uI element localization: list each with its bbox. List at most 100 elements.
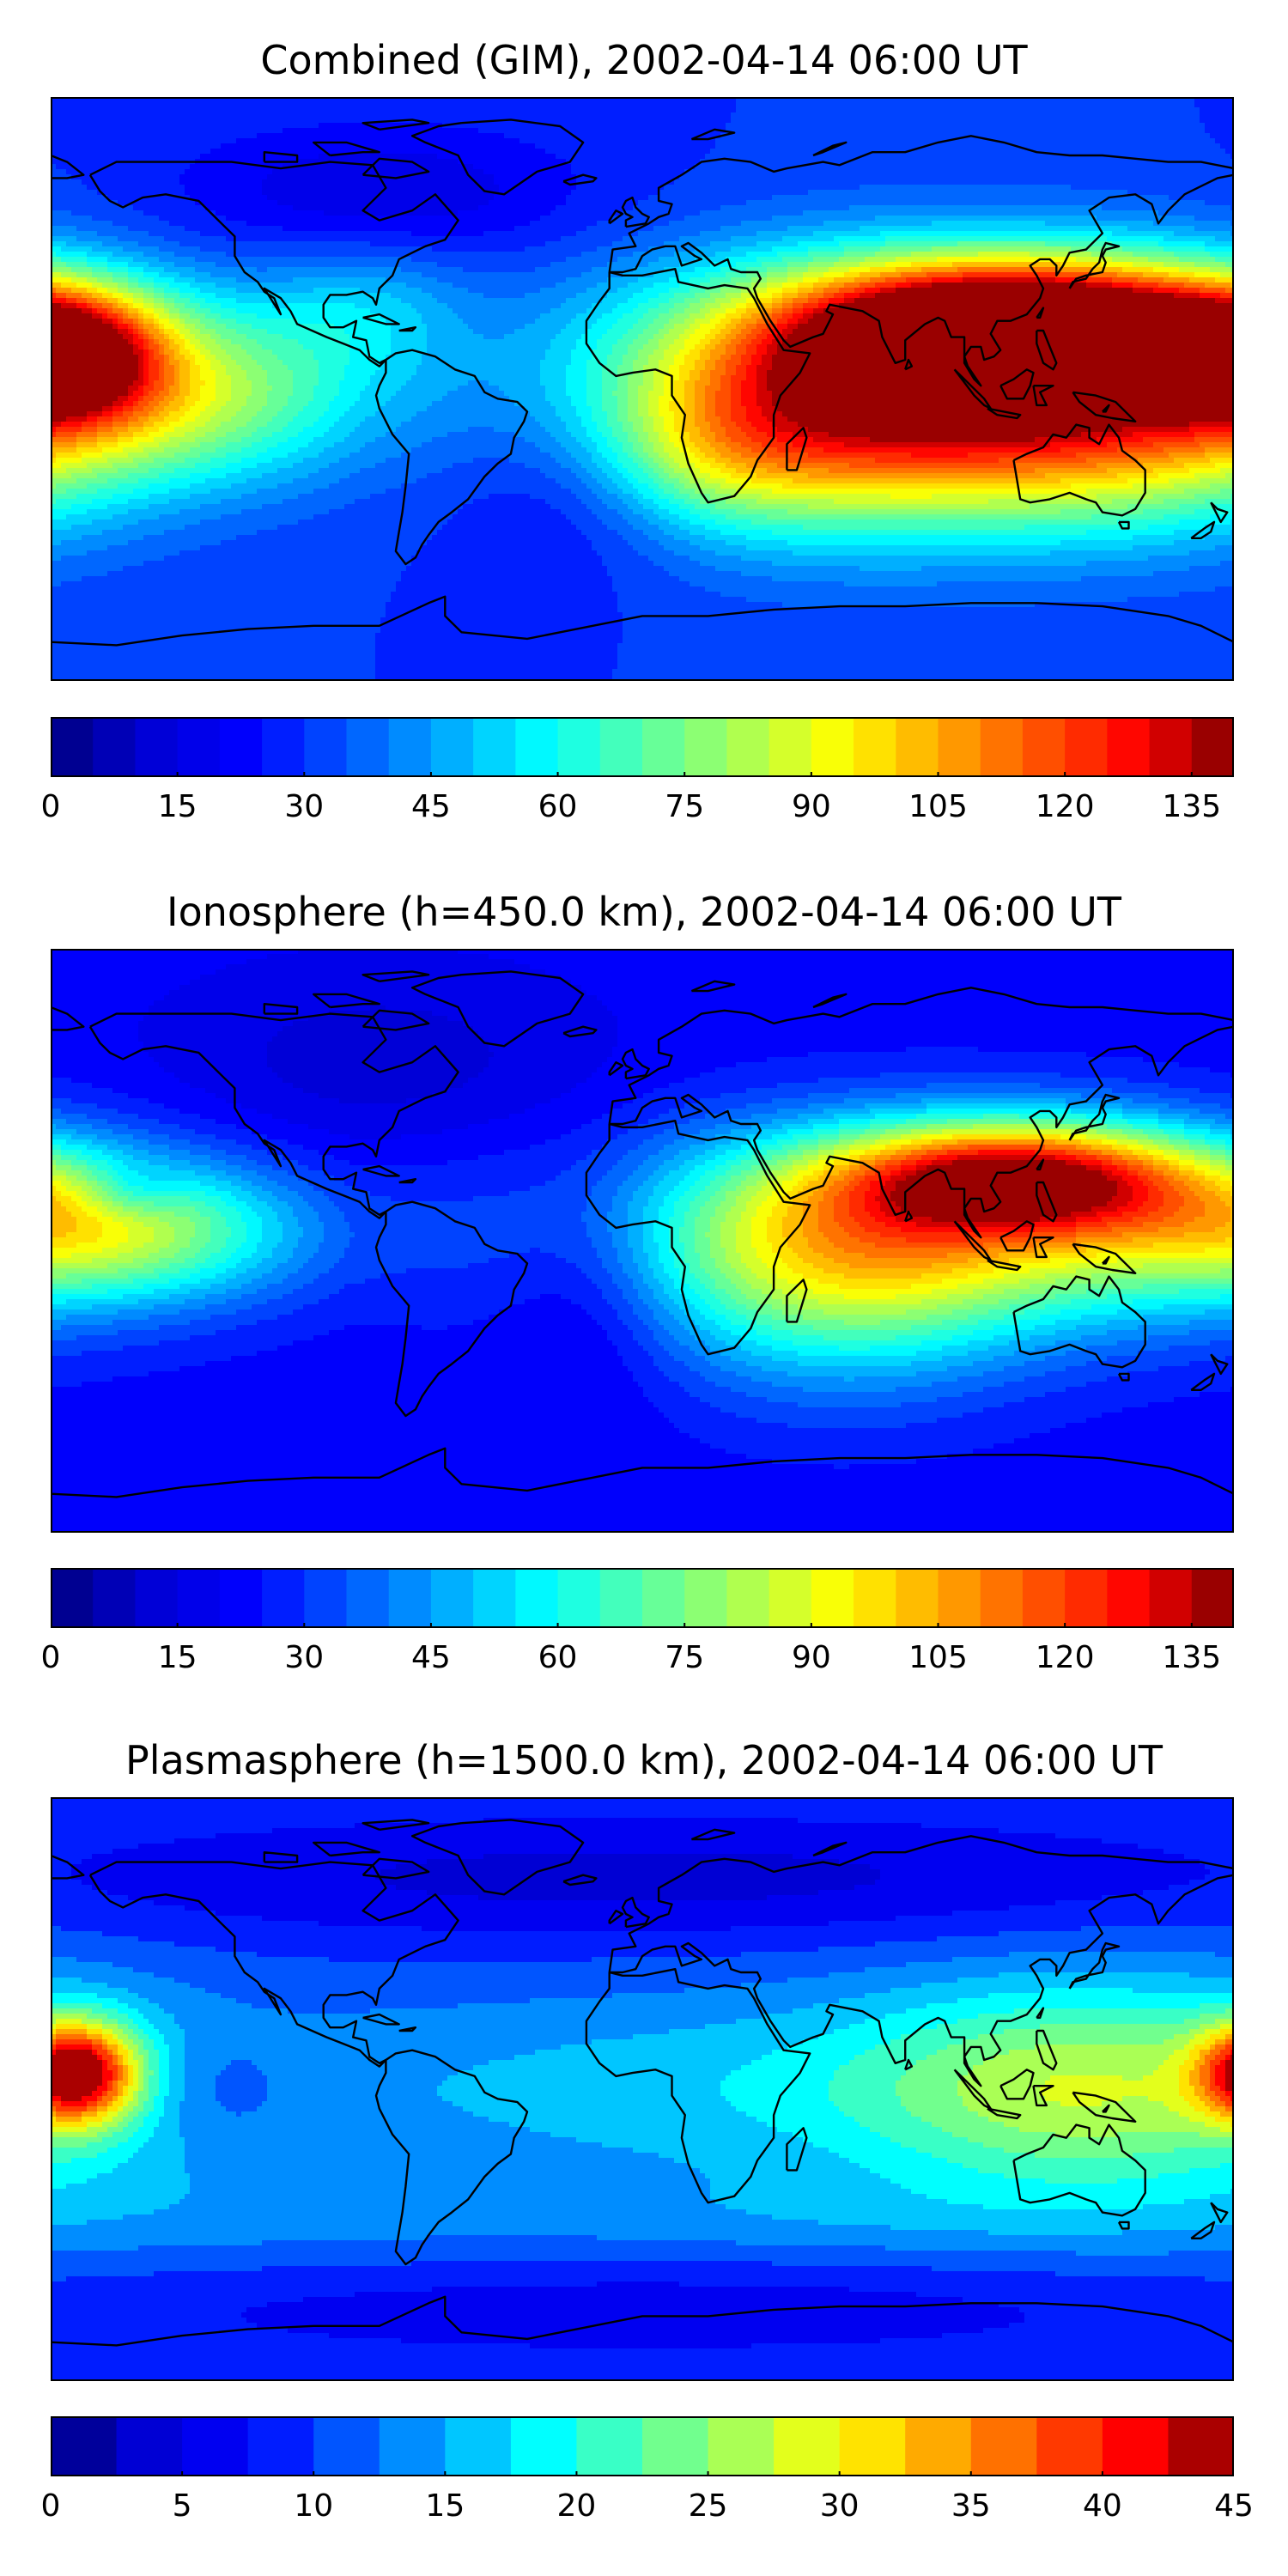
colorbar-segment [980, 717, 1024, 777]
coastline-13 [953, 2069, 992, 2110]
coastline-25 [51, 1005, 85, 1031]
coastline-32 [1102, 1255, 1110, 1265]
coastline-31 [812, 141, 848, 157]
colorbar-segment [510, 2416, 577, 2476]
colorbar-segment [247, 2416, 314, 2476]
coastline-1 [410, 970, 585, 1048]
colorbar-segment [726, 1568, 770, 1628]
coastline-7 [562, 173, 598, 186]
coastline-16 [1032, 2085, 1054, 2107]
coastline-24 [51, 1447, 1234, 1498]
colorbar-tick-label: 5 [172, 2488, 192, 2524]
coastline-28 [361, 157, 430, 179]
coastline-19 [1036, 2007, 1045, 2020]
coastline-22 [362, 1164, 400, 1177]
colorbar-segment [430, 1568, 474, 1628]
coastline-18 [1036, 1181, 1058, 1223]
coastline-14 [987, 1259, 1022, 1272]
colorbar-tick-label: 135 [1162, 1640, 1222, 1675]
colorbar-frame [51, 1568, 1234, 1628]
coastline-19 [1036, 307, 1045, 319]
colorbar-segment [473, 717, 516, 777]
colorbar-tick-label: 45 [1214, 2488, 1254, 2524]
panel-2-colorbar-svg [51, 1568, 1234, 1628]
coastline-0 [88, 1012, 459, 1219]
panel-2-colorbar [51, 1568, 1234, 1628]
coastline-0 [88, 1861, 459, 2068]
coastline-5 [608, 209, 624, 225]
colorbar-segment [938, 717, 981, 777]
coastline-4 [608, 1835, 1234, 2087]
colorbar-segment [708, 2416, 775, 2476]
colorbar-segment [346, 717, 390, 777]
coastline-30 [690, 1828, 736, 1841]
coastline-9 [1012, 423, 1146, 517]
colorbar-tick-label: 75 [665, 789, 705, 824]
coastline-17 [1072, 1242, 1137, 1274]
coastline-18 [1036, 2029, 1058, 2071]
colorbar-segment [304, 1568, 347, 1628]
colorbar-tick-label: 0 [40, 1640, 61, 1675]
coastline-29 [361, 118, 430, 131]
coastline-14 [987, 2107, 1022, 2120]
colorbar-segment [811, 1568, 854, 1628]
panel-1-coastlines [51, 118, 1234, 647]
coastline-11 [1210, 1353, 1229, 1376]
colorbar-segment [135, 717, 179, 777]
coastline-9 [1012, 2123, 1146, 2217]
colorbar-segment [93, 1568, 136, 1628]
coastline-0 [88, 161, 459, 368]
coastline-26 [313, 141, 380, 157]
colorbar-segment [774, 2416, 841, 2476]
coastline-30 [690, 128, 736, 141]
colorbar-segment [684, 717, 727, 777]
colorbar-segment [684, 1568, 727, 1628]
colorbar-tick-label: 105 [908, 1640, 968, 1675]
coastline-8 [1068, 1941, 1121, 1990]
panel-3-colorbar [51, 2416, 1234, 2476]
coastline-15 [999, 2069, 1035, 2100]
coastline-27 [263, 1002, 299, 1015]
colorbar-tick-label: 135 [1162, 789, 1222, 824]
colorbar-segment [346, 1568, 390, 1628]
coastline-19 [1036, 1158, 1045, 1171]
coastline-24 [51, 595, 1234, 647]
colorbar-segment [769, 1568, 812, 1628]
colorbar-segment [177, 717, 221, 777]
colorbar-tick-label: 30 [284, 789, 325, 824]
coastline-28 [361, 1009, 430, 1031]
coastline-15 [999, 368, 1035, 400]
colorbar-tick-label: 0 [40, 789, 61, 824]
colorbar-segment [1191, 717, 1234, 777]
coastline-2 [374, 2049, 529, 2266]
panel-2-map [51, 949, 1234, 1533]
colorbar-tick-label: 10 [294, 2488, 334, 2524]
colorbar-tick-label: 75 [665, 1640, 705, 1675]
colorbar-segment [1065, 1568, 1108, 1628]
coastline-32 [1102, 2104, 1110, 2113]
colorbar-segment [905, 2416, 972, 2476]
panel-3-map [51, 1797, 1234, 2381]
colorbar-segment [182, 2416, 249, 2476]
panel-3-colorbar-svg [51, 2416, 1234, 2476]
panel-1-map-frame [51, 97, 1234, 681]
coastline-11 [1210, 501, 1229, 524]
coastline-5 [608, 1909, 624, 1925]
coastline-23 [398, 2026, 417, 2032]
coastline-12 [1190, 520, 1216, 539]
colorbar-segment [576, 2416, 643, 2476]
colorbar-tick-label: 90 [791, 1640, 831, 1675]
coastline-6 [621, 1896, 650, 1929]
coastline-10 [1117, 1372, 1130, 1382]
colorbar-segment [93, 717, 136, 777]
colorbar-segment [262, 1568, 305, 1628]
coastline-29 [361, 970, 430, 982]
colorbar-segment [430, 717, 474, 777]
colorbar-segment [219, 1568, 263, 1628]
coastline-1 [410, 118, 585, 196]
coastline-21 [904, 358, 914, 371]
coastline-27 [263, 150, 299, 163]
colorbar-segment [116, 2416, 183, 2476]
colorbar-segment [1022, 717, 1066, 777]
colorbar-segment [642, 2416, 709, 2476]
